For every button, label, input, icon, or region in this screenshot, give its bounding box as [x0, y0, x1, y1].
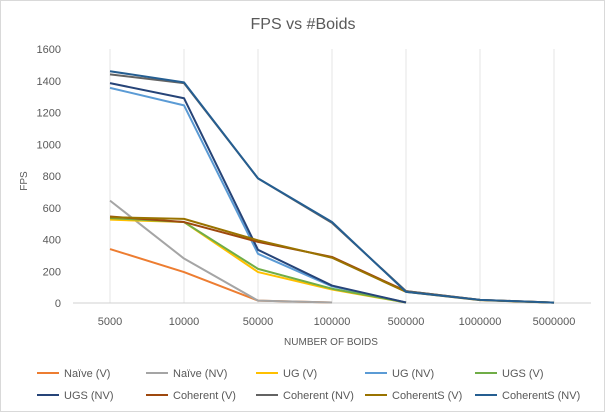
grid-lines	[73, 49, 591, 304]
x-tick-label: 500000	[388, 316, 425, 328]
series-line-coherents-nv	[109, 70, 555, 304]
legend-label: UGS (V)	[502, 368, 544, 380]
legend-item: Coherent (NV)	[256, 390, 354, 402]
legend-item: UG (NV)	[365, 368, 434, 380]
legend-item: Coherent (V)	[146, 390, 236, 402]
x-tick-label: 5000000	[533, 316, 576, 328]
y-tick-label: 0	[55, 298, 61, 310]
legend-label: Naïve (V)	[64, 368, 110, 380]
legend-item: UGS (V)	[475, 368, 544, 380]
y-tick-label: 800	[43, 171, 61, 183]
y-tick-label: 200	[43, 266, 61, 278]
y-tick-label: 1200	[37, 108, 61, 120]
x-tick-label: 10000	[169, 316, 200, 328]
x-tick-label: 100000	[314, 316, 351, 328]
x-tick-label: 5000	[98, 316, 122, 328]
legend-label: UG (V)	[283, 368, 317, 380]
y-axis-label: FPS	[19, 171, 30, 191]
legend-item: CoherentS (NV)	[475, 390, 580, 402]
legend-label: Coherent (V)	[173, 390, 236, 402]
legend-label: Naïve (NV)	[173, 368, 227, 380]
x-tick-label: 50000	[243, 316, 274, 328]
series-line-na-ve-nv	[109, 199, 333, 304]
legend-label: Coherent (NV)	[283, 390, 354, 402]
legend: Naïve (V) Naïve (NV) UG (V) UG (NV) UGS (V) U…	[37, 368, 580, 402]
x-tick-label: 1000000	[459, 316, 502, 328]
legend-item: UG (V)	[256, 368, 317, 380]
legend-item: UGS (NV)	[37, 390, 114, 402]
legend-label: UGS (NV)	[64, 390, 114, 402]
chart-title: FPS vs #Boids	[251, 16, 356, 33]
y-tick-label: 1600	[37, 44, 61, 56]
x-axis-label: NUMBER OF BOIDS	[284, 337, 378, 348]
legend-item: CoherentS (V)	[365, 390, 462, 402]
y-tick-label: 400	[43, 235, 61, 247]
series-line-ugs-nv	[109, 82, 407, 304]
legend-label: UG (NV)	[392, 368, 434, 380]
y-tick-label: 600	[43, 203, 61, 215]
x-tick-labels: 5000 10000 50000 100000 500000 1000000 5000000	[98, 316, 576, 328]
legend-item: Naïve (V)	[37, 368, 110, 380]
legend-label: CoherentS (V)	[392, 390, 462, 402]
series-line-na-ve-v	[109, 248, 333, 304]
y-tick-labels: 0 200 400 600 800 1000 1200 1400 1600	[37, 44, 61, 310]
legend-item: Naïve (NV)	[146, 368, 227, 380]
legend-label: CoherentS (NV)	[502, 390, 580, 402]
y-tick-label: 1000	[37, 139, 61, 151]
y-tick-label: 1400	[37, 76, 61, 88]
series-lines	[109, 70, 555, 304]
